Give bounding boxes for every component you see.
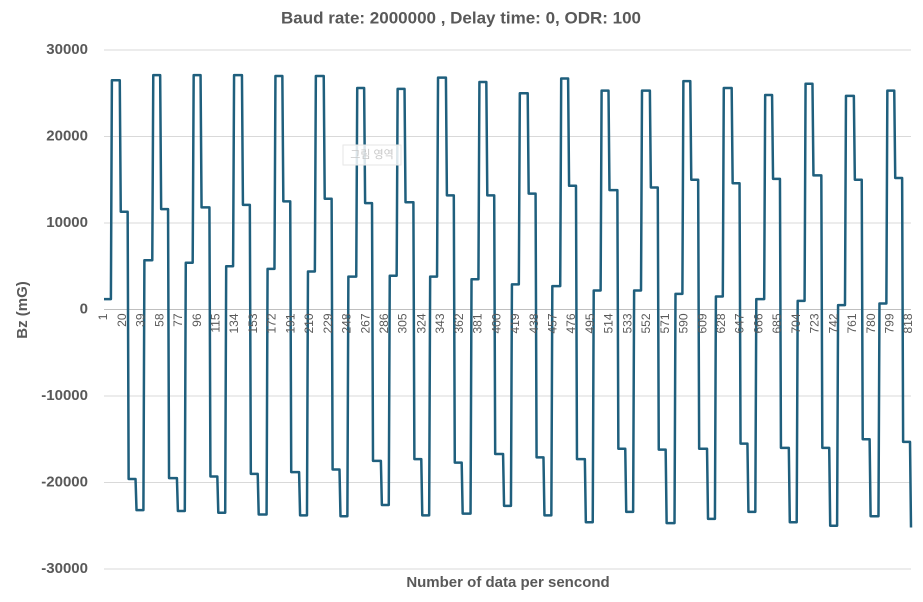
y-tick-label: 20000 — [46, 127, 88, 144]
x-tick-label: 818 — [901, 313, 915, 333]
x-tick-label: 438 — [527, 313, 541, 333]
x-tick-label: 362 — [452, 313, 466, 333]
x-tick-label: 609 — [695, 313, 709, 333]
y-tick-label: 30000 — [46, 41, 88, 58]
tick-labels: -30000 -20000 -10000 0 10000 20000 30000 1 20 39 5… — [41, 41, 915, 577]
x-tick-label: 77 — [171, 313, 185, 327]
x-tick-label: 191 — [283, 313, 297, 333]
x-tick-label: 704 — [789, 313, 803, 333]
x-tick-label: 400 — [489, 313, 503, 333]
grid — [104, 49, 911, 570]
y-tick-label: -10000 — [41, 387, 88, 404]
x-tick-label: 647 — [733, 313, 747, 333]
x-tick-label: 666 — [751, 313, 765, 333]
x-tick-label: 590 — [677, 313, 691, 333]
y-tick-label: 0 — [80, 300, 88, 317]
x-tick-label: 799 — [882, 313, 896, 333]
x-tick-label: 514 — [602, 313, 616, 333]
x-tick-label: 20 — [115, 313, 129, 327]
x-tick-label: 286 — [377, 313, 391, 333]
plot-area — [104, 73, 913, 528]
x-tick-label: 343 — [433, 313, 447, 333]
x-tick-label: 248 — [340, 313, 354, 333]
x-tick-label: 742 — [826, 313, 840, 333]
x-tick-label: 381 — [471, 313, 485, 333]
x-tick-label: 628 — [714, 313, 728, 333]
x-tick-label: 476 — [564, 313, 578, 333]
x-tick-label: 1 — [96, 313, 110, 320]
x-tick-label: 58 — [152, 313, 166, 327]
x-tick-label: 723 — [808, 313, 822, 333]
x-tick-label: 552 — [639, 313, 653, 333]
x-tick-label: 571 — [658, 313, 672, 333]
x-tick-label: 115 — [209, 313, 223, 332]
x-tick-label: 39 — [134, 313, 148, 327]
x-tick-label: 419 — [508, 313, 522, 333]
x-tick-label: 533 — [620, 313, 634, 333]
x-tick-label: 267 — [358, 313, 372, 333]
tooltip: 그림 영역 — [350, 148, 394, 161]
y-tick-label: -30000 — [41, 560, 88, 577]
x-tick-label: 457 — [545, 313, 559, 333]
x-axis-label: Number of data per sencond — [406, 574, 609, 591]
x-tick-label: 134 — [227, 313, 241, 333]
x-tick-label: 761 — [845, 313, 859, 333]
x-tick-label: 495 — [583, 313, 597, 333]
y-tick-label: -20000 — [41, 473, 88, 490]
tooltip-box — [342, 144, 402, 166]
x-tick-label: 780 — [864, 313, 878, 333]
x-tick-label: 685 — [770, 313, 784, 333]
y-axis-label: Bz (mG) — [14, 281, 31, 339]
x-tick-label: 305 — [396, 313, 410, 333]
x-tick-label: 229 — [321, 313, 335, 333]
x-tick-label: 96 — [190, 313, 204, 327]
chart-title: Baud rate: 2000000 , Delay time: 0, ODR:… — [281, 8, 641, 27]
x-tick-label: 153 — [246, 313, 260, 333]
data-line — [104, 73, 913, 528]
x-tick-label: 324 — [414, 313, 428, 333]
y-tick-label: 10000 — [46, 214, 88, 231]
x-tick-label: 172 — [265, 313, 279, 333]
x-tick-label: 210 — [302, 313, 316, 333]
